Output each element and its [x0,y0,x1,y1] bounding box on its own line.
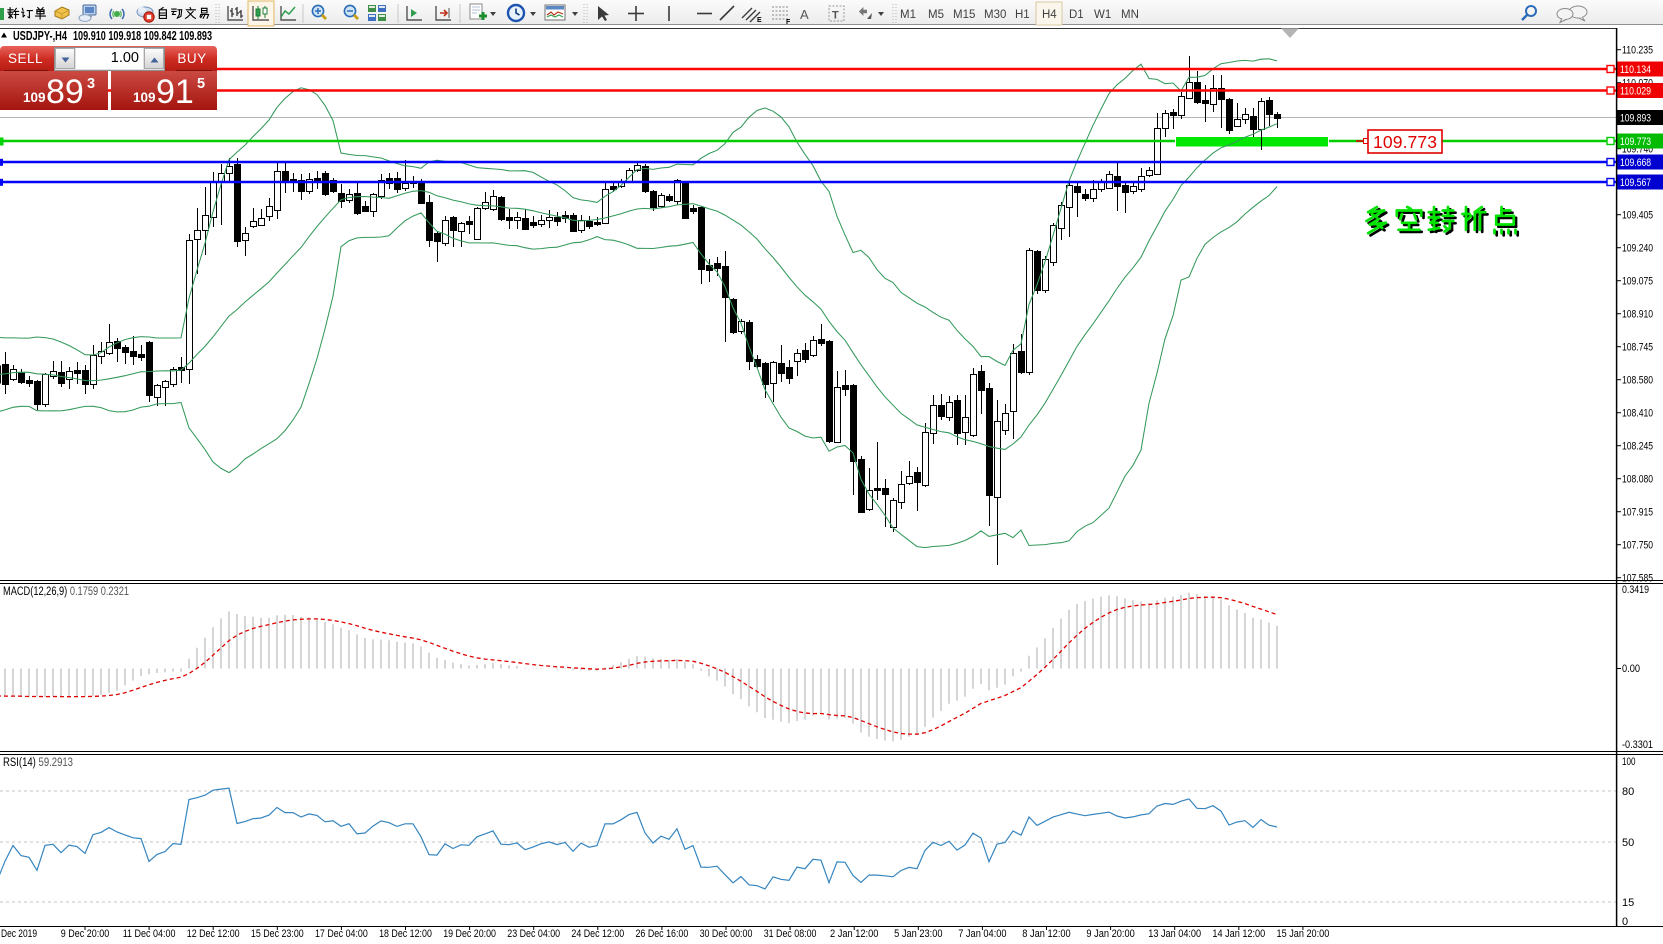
svg-text:M15: M15 [953,9,975,21]
svg-text:80: 80 [1622,786,1634,798]
svg-text:110.235: 110.235 [1622,45,1653,57]
svg-text:50: 50 [1622,837,1634,849]
svg-text:0.3419: 0.3419 [1622,584,1649,596]
svg-text:30 Dec 00:00: 30 Dec 00:00 [700,928,753,940]
svg-text:109.668: 109.668 [1620,157,1651,169]
svg-text:31 Dec 08:00: 31 Dec 08:00 [764,928,817,940]
svg-text:109.773: 109.773 [1373,132,1437,152]
svg-text:109.567: 109.567 [1620,177,1651,189]
svg-text:7 Jan 04:00: 7 Jan 04:00 [958,928,1006,940]
svg-text:18 Dec 12:00: 18 Dec 12:00 [379,928,432,940]
svg-text:RSI(14) 59.2913: RSI(14) 59.2913 [3,757,73,769]
svg-text:100: 100 [1622,756,1636,768]
svg-text:E: E [757,17,762,24]
svg-text:109.773: 109.773 [1620,136,1651,148]
svg-text:A: A [800,7,809,22]
svg-text:109.075: 109.075 [1622,276,1653,288]
svg-text:9 Jan 20:00: 9 Jan 20:00 [1086,928,1134,940]
svg-text:107.915: 107.915 [1622,507,1653,519]
svg-text:110.134: 110.134 [1620,64,1651,76]
svg-text:14 Jan 12:00: 14 Jan 12:00 [1212,928,1265,940]
svg-text:M5: M5 [928,9,944,21]
svg-text:109.910 109.918 109.842 109.89: 109.910 109.918 109.842 109.893 [73,29,212,43]
svg-text:17 Dec 04:00: 17 Dec 04:00 [315,928,368,940]
svg-text:12 Dec 12:00: 12 Dec 12:00 [187,928,240,940]
svg-text:9 Dec 20:00: 9 Dec 20:00 [61,928,109,940]
svg-text:108.080: 108.080 [1622,474,1653,486]
svg-text:2 Jan 12:00: 2 Jan 12:00 [830,928,878,940]
svg-text:107.585: 107.585 [1622,573,1653,585]
svg-text:-0.3301: -0.3301 [1622,739,1653,751]
svg-text:109.240: 109.240 [1622,243,1653,255]
svg-text:108.580: 108.580 [1622,375,1653,387]
svg-text:108.245: 108.245 [1622,441,1653,453]
svg-text:H4: H4 [1042,9,1057,21]
svg-text:H1: H1 [1015,9,1030,21]
svg-text:108.745: 108.745 [1622,342,1653,354]
svg-text:T: T [832,10,839,22]
svg-text:15 Jan 20:00: 15 Jan 20:00 [1277,928,1330,940]
svg-text:108.410: 108.410 [1622,408,1653,420]
svg-text:23 Dec 04:00: 23 Dec 04:00 [507,928,560,940]
svg-text:108.910: 108.910 [1622,309,1653,321]
svg-text:MACD(12,26,9) 0.1759 0.2321: MACD(12,26,9) 0.1759 0.2321 [3,586,129,598]
svg-text:0: 0 [1622,916,1628,928]
svg-text:15 Dec 23:00: 15 Dec 23:00 [251,928,304,940]
svg-text:W1: W1 [1094,9,1111,21]
svg-text:11 Dec 04:00: 11 Dec 04:00 [123,928,176,940]
svg-text:8 Jan 12:00: 8 Jan 12:00 [1022,928,1070,940]
svg-text:0.00: 0.00 [1622,663,1640,675]
svg-text:109.405: 109.405 [1622,210,1653,222]
svg-text:24 Dec 12:00: 24 Dec 12:00 [571,928,624,940]
svg-text:19 Dec 20:00: 19 Dec 20:00 [443,928,496,940]
svg-text:109.893: 109.893 [1620,113,1651,125]
svg-text:USDJPY-,H4: USDJPY-,H4 [13,29,67,43]
svg-text:M30: M30 [984,9,1006,21]
svg-text:26 Dec 16:00: 26 Dec 16:00 [636,928,689,940]
svg-text:110.029: 110.029 [1620,86,1651,98]
svg-text:107.750: 107.750 [1622,540,1653,552]
svg-text:5 Jan 23:00: 5 Jan 23:00 [894,928,942,940]
svg-text:D1: D1 [1069,9,1084,21]
svg-text:MN: MN [1121,9,1139,21]
svg-text:M1: M1 [900,9,916,21]
svg-text:15: 15 [1622,897,1634,909]
svg-text:Dec 2019: Dec 2019 [1,928,37,940]
svg-text:13 Jan 04:00: 13 Jan 04:00 [1148,928,1201,940]
svg-text:F: F [786,19,791,26]
